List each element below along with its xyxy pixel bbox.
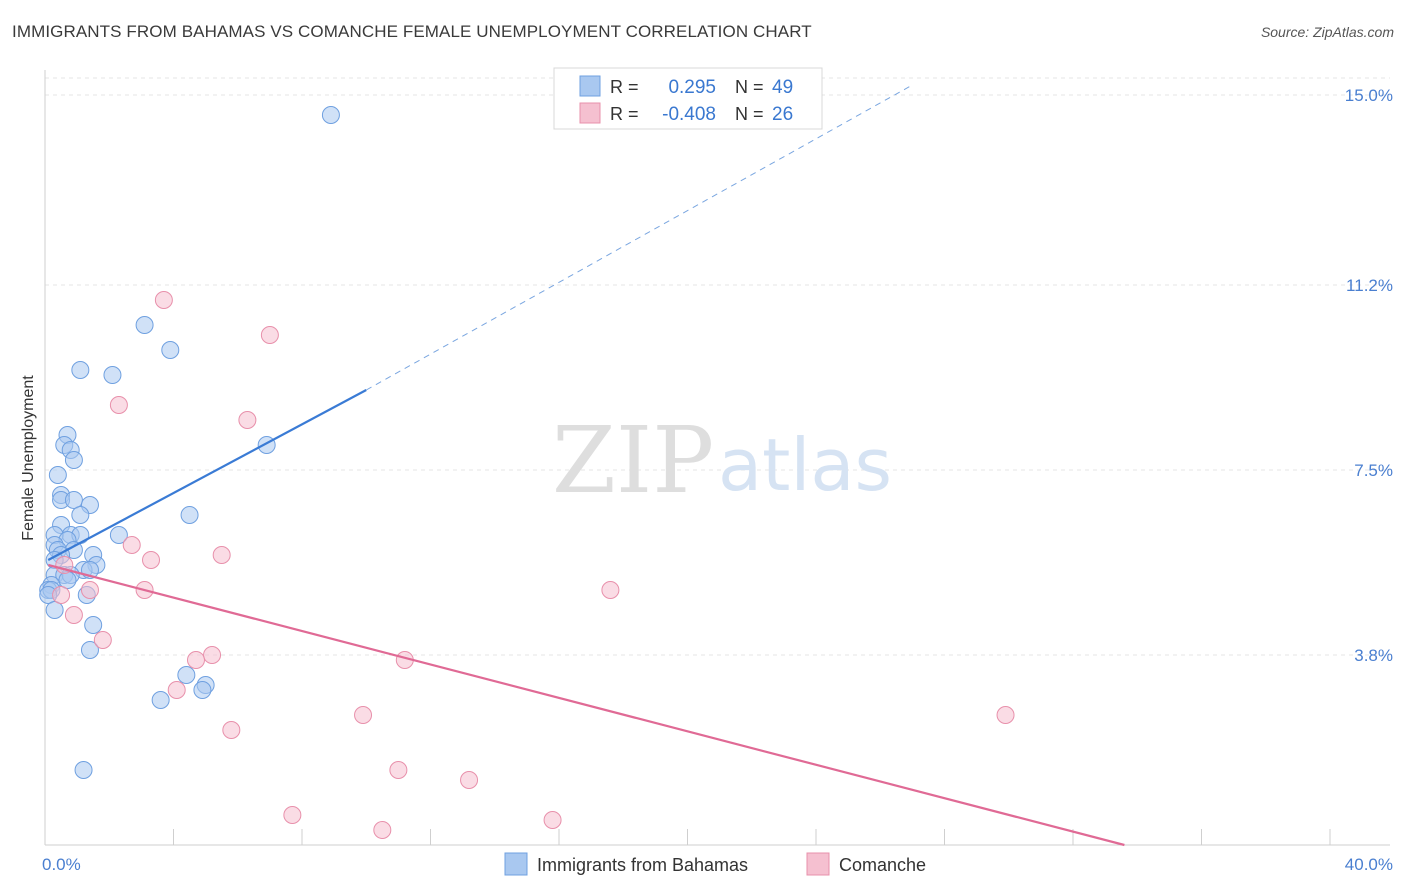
point-bahamas <box>193 681 212 699</box>
point-comanche <box>601 581 620 599</box>
axes <box>44 70 1390 846</box>
y-tick-label: 15.0% <box>1345 86 1393 105</box>
legend-r-value-1: 0.295 <box>668 77 716 98</box>
stats-legend: R = 0.295 N = 49 R = -0.408 N = 26 <box>553 67 823 130</box>
point-bahamas <box>58 571 77 589</box>
point-bahamas <box>74 761 93 779</box>
point-comanche <box>373 821 392 839</box>
point-comanche <box>186 651 205 669</box>
legend-swatch-bahamas <box>579 75 601 97</box>
bottom-legend-label-comanche: Comanche <box>839 855 926 875</box>
point-bahamas <box>135 316 154 334</box>
point-bahamas <box>64 451 83 469</box>
legend-swatch-comanche <box>579 102 601 124</box>
point-comanche <box>64 606 83 624</box>
point-comanche <box>154 291 173 309</box>
point-bahamas <box>80 641 99 659</box>
point-bahamas <box>45 601 64 619</box>
legend-n-value-2: 26 <box>772 104 793 125</box>
point-bahamas <box>321 106 340 124</box>
point-bahamas <box>151 691 170 709</box>
point-bahamas <box>103 366 122 384</box>
point-comanche <box>80 581 99 599</box>
point-bahamas <box>161 341 180 359</box>
point-bahamas <box>180 506 199 524</box>
watermark-atlas: atlas <box>718 423 892 507</box>
x-tick-marks <box>44 829 1331 845</box>
point-bahamas <box>84 616 103 634</box>
point-comanche <box>283 806 302 824</box>
point-bahamas <box>109 526 128 544</box>
point-comanche <box>109 396 128 414</box>
point-bahamas <box>64 491 83 509</box>
point-bahamas <box>177 666 196 684</box>
point-comanche <box>996 706 1015 724</box>
y-tick-label: 11.2% <box>1346 276 1393 295</box>
point-comanche <box>142 551 161 569</box>
trend-line-comanche <box>47 563 1125 847</box>
series-bahamas-points <box>39 106 340 779</box>
point-bahamas <box>71 506 90 524</box>
trend-line-bahamas-extension <box>366 84 913 391</box>
bottom-legend-swatch-comanche <box>806 852 830 876</box>
point-comanche <box>389 761 408 779</box>
bottom-legend-swatch-bahamas <box>504 852 528 876</box>
x-tick-label-max: 40.0% <box>1345 855 1393 874</box>
point-comanche <box>460 771 479 789</box>
point-bahamas <box>71 361 90 379</box>
point-comanche <box>212 546 231 564</box>
point-comanche <box>260 326 279 344</box>
point-comanche <box>93 631 112 649</box>
legend-n-value-1: 49 <box>772 77 793 98</box>
grid-lines <box>45 77 1390 656</box>
legend-n-label-2: N = <box>735 104 764 124</box>
y-tick-label: 7.5% <box>1354 461 1393 480</box>
source-label: Source: ZipAtlas.com <box>1260 24 1394 40</box>
point-comanche <box>203 646 222 664</box>
point-comanche <box>354 706 373 724</box>
y-tick-label: 3.8% <box>1354 646 1393 665</box>
bottom-legend-label-bahamas: Immigrants from Bahamas <box>537 855 748 875</box>
point-comanche <box>122 536 141 554</box>
trend-lines <box>47 84 1125 847</box>
point-comanche <box>167 681 186 699</box>
point-comanche <box>222 721 241 739</box>
trend-line-bahamas <box>47 389 367 561</box>
watermark-zip: ZIP <box>552 407 714 514</box>
point-comanche <box>52 586 71 604</box>
y-axis-label: Female Unemployment <box>20 375 37 541</box>
legend-r-value-2: -0.408 <box>662 104 716 125</box>
y-tick-labels: 3.8% 7.5% 11.2% 15.0% <box>1345 86 1393 665</box>
point-comanche <box>543 811 562 829</box>
x-tick-label-min: 0.0% <box>42 855 81 874</box>
legend-r-label-2: R = <box>610 104 639 124</box>
point-bahamas <box>48 466 67 484</box>
legend-r-label-1: R = <box>610 77 639 97</box>
chart-title: IMMIGRANTS FROM BAHAMAS VS COMANCHE FEMA… <box>12 22 812 41</box>
series-comanche-points <box>52 291 1015 839</box>
legend-n-label-1: N = <box>735 77 764 97</box>
bottom-legend: Immigrants from Bahamas Comanche <box>504 852 926 876</box>
point-comanche <box>238 411 257 429</box>
